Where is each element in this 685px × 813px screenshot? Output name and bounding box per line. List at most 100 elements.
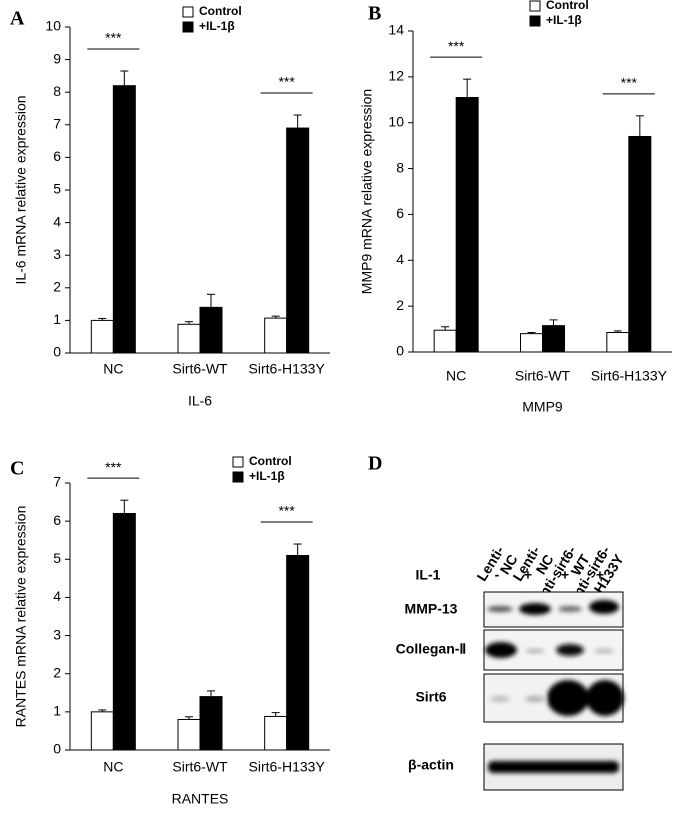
band: [556, 644, 584, 656]
bar: [542, 325, 565, 353]
band: [525, 649, 545, 653]
x-tick-label: Sirt6-WT: [515, 368, 571, 384]
y-tick-label: 5: [53, 550, 61, 566]
legend-label: +IL-1β: [546, 13, 582, 27]
x-axis-label: IL-6: [188, 393, 212, 409]
y-tick-label: 2: [53, 279, 61, 295]
y-tick-label: 10: [388, 113, 404, 129]
x-axis-label: RANTES: [172, 791, 229, 807]
x-axis-label: MMP9: [522, 399, 563, 415]
legend-swatch: [232, 471, 244, 483]
y-tick-label: 6: [53, 148, 61, 164]
y-axis-label: RANTES mRNA relative expression: [13, 506, 29, 728]
legend-swatch: [182, 6, 194, 18]
band: [490, 696, 510, 702]
x-tick-label: NC: [103, 361, 123, 377]
x-tick-label: NC: [446, 368, 466, 384]
bar: [112, 513, 136, 751]
y-tick-label: 1: [53, 703, 61, 719]
band: [547, 680, 589, 716]
bar: [628, 135, 652, 353]
band: [488, 761, 619, 773]
row-label: MMP-13: [405, 601, 458, 617]
bar: [455, 96, 479, 353]
row-label: Collegan-Ⅱ: [396, 641, 467, 657]
treatment-label: IL-1: [416, 567, 441, 583]
y-tick-label: 3: [53, 246, 61, 262]
bar: [177, 718, 201, 751]
y-tick-label: 6: [53, 512, 61, 528]
band: [485, 642, 517, 658]
y-tick-label: 7: [53, 474, 61, 490]
y-tick-label: 0: [396, 343, 404, 359]
bar: [90, 711, 114, 751]
y-tick-label: 12: [388, 68, 404, 84]
legend-label: Control: [249, 454, 292, 468]
bar: [606, 332, 630, 353]
y-tick-label: 5: [53, 181, 61, 197]
panel-label: B: [368, 3, 381, 25]
legend-swatch: [529, 15, 541, 27]
y-tick-label: 4: [53, 588, 61, 604]
western-blot: D IL-1 Lenti-NC Lenti-NC Lenti-sirt6-WT …: [368, 453, 627, 791]
panel-label: A: [10, 8, 25, 30]
x-tick-label: Sirt6-H133Y: [591, 368, 668, 384]
bar: [199, 696, 223, 751]
legend-swatch: [232, 456, 244, 468]
panel-label: D: [368, 453, 382, 475]
row-label: β-actin: [408, 757, 454, 773]
y-tick-label: 4: [53, 213, 61, 229]
bar: [177, 323, 201, 354]
y-tick-label: 2: [53, 664, 61, 680]
y-axis-label: MMP9 mRNA relative expression: [359, 89, 375, 294]
significance-label: ***: [621, 75, 638, 91]
band: [558, 606, 582, 612]
x-tick-label: Sirt6-WT: [172, 361, 228, 377]
bar: [286, 554, 310, 751]
y-axis-label: IL-6 mRNA relative expression: [13, 95, 29, 284]
y-tick-label: 1: [53, 311, 61, 327]
y-tick-label: 14: [388, 22, 404, 38]
y-tick-label: 7: [53, 116, 61, 132]
y-tick-label: 9: [53, 50, 61, 66]
band: [519, 603, 551, 615]
y-tick-label: 8: [396, 159, 404, 175]
il1-sign: +: [561, 567, 569, 583]
bar: [199, 306, 223, 354]
legend-swatch: [529, 0, 541, 12]
band: [589, 600, 619, 614]
bar: [286, 127, 310, 354]
significance-label: ***: [105, 459, 122, 475]
x-tick-label: Sirt6-H133Y: [249, 361, 326, 377]
row-label: Sirt6: [415, 689, 446, 705]
y-tick-label: 0: [53, 344, 61, 360]
band: [586, 680, 624, 716]
il1-sign: -: [495, 567, 500, 583]
x-tick-label: NC: [103, 759, 123, 775]
significance-label: ***: [278, 503, 295, 519]
panel-label: C: [10, 458, 24, 480]
bar: [90, 319, 114, 354]
bands: [485, 600, 624, 773]
legend-label: +IL-1β: [199, 19, 235, 33]
y-tick-label: 4: [396, 251, 404, 267]
y-tick-label: 3: [53, 626, 61, 642]
legend-label: +IL-1β: [249, 469, 285, 483]
il1-sign: +: [596, 567, 604, 583]
legend-label: Control: [546, 0, 589, 12]
bar: [433, 329, 457, 353]
significance-label: ***: [105, 30, 122, 46]
y-tick-label: 0: [53, 741, 61, 757]
band: [525, 696, 545, 702]
y-tick-label: 10: [45, 18, 61, 34]
significance-label: ***: [278, 74, 295, 90]
bar: [264, 715, 288, 751]
bar: [112, 85, 136, 354]
bar: [264, 317, 288, 354]
x-tick-label: Sirt6-WT: [172, 759, 228, 775]
significance-label: ***: [448, 38, 465, 54]
legend-swatch: [182, 21, 194, 33]
bar: [520, 333, 543, 353]
y-tick-label: 2: [396, 297, 404, 313]
